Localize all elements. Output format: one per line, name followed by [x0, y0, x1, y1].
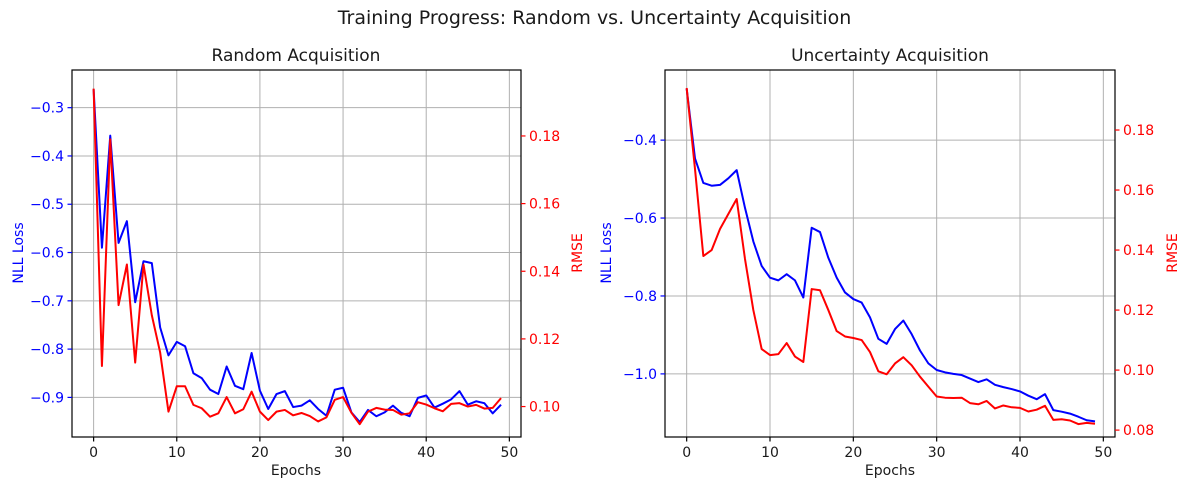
nll-loss-line-uncertainty — [685, 88, 1096, 423]
axes-spines — [71, 69, 522, 438]
rmse-axis-label-random: RMSE — [570, 233, 586, 273]
nll-tick-label: −1.0 — [623, 367, 657, 383]
x-tick-label: 40 — [1011, 445, 1029, 461]
nll-axis-label-random: NLL Loss — [11, 222, 27, 284]
rmse-tick-label: 0.12 — [529, 332, 560, 348]
rmse-tick-label: 0.12 — [1123, 303, 1154, 319]
rmse-tick-label: 0.08 — [1123, 423, 1154, 439]
nll-tick-label: −0.7 — [30, 294, 64, 310]
subplot-title-uncertainty: Uncertainty Acquisition — [791, 46, 989, 66]
rmse-line-random — [92, 88, 502, 426]
nll-tick-label: −0.4 — [30, 149, 64, 165]
nll-axis-label-uncertainty: NLL Loss — [599, 222, 615, 284]
figure-title: Training Progress: Random vs. Uncertaint… — [337, 7, 852, 29]
x-tick-label: 50 — [1094, 445, 1112, 461]
x-tick-label: 10 — [761, 445, 779, 461]
nll-tick-label: −0.9 — [30, 390, 64, 406]
x-axis-label-random: Epochs — [270, 463, 322, 479]
nll-tick-label: −0.4 — [623, 133, 657, 149]
subplot-title-random: Random Acquisition — [211, 46, 381, 66]
rmse-tick-label: 0.16 — [1123, 183, 1154, 199]
nll-tick-label: −0.8 — [30, 342, 64, 358]
rmse-line-uncertainty — [685, 87, 1096, 426]
nll-tick-label: −0.6 — [30, 246, 64, 262]
rmse-axis-label-uncertainty: RMSE — [1165, 233, 1181, 273]
x-tick-label: 20 — [844, 445, 862, 461]
x-tick-label: 40 — [417, 445, 435, 461]
rmse-tick-label: 0.14 — [529, 264, 560, 280]
nll-tick-label: −0.5 — [30, 197, 64, 213]
rmse-tick-label: 0.16 — [529, 197, 560, 213]
x-tick-label: 50 — [500, 445, 518, 461]
nll-tick-label: −0.3 — [30, 101, 64, 117]
x-tick-label: 20 — [251, 445, 269, 461]
rmse-tick-label: 0.18 — [1123, 123, 1154, 139]
x-tick-label: 30 — [334, 445, 352, 461]
nll-loss-line-random — [92, 89, 502, 424]
x-tick-label: 0 — [89, 445, 98, 461]
rmse-tick-label: 0.14 — [1123, 243, 1154, 259]
x-tick-label: 30 — [928, 445, 946, 461]
rmse-tick-label: 0.10 — [529, 400, 560, 416]
rmse-tick-label: 0.18 — [529, 129, 560, 145]
x-tick-label: 0 — [682, 445, 691, 461]
axes-spines — [664, 69, 1116, 438]
nll-tick-label: −0.6 — [623, 211, 657, 227]
nll-tick-label: −0.8 — [623, 289, 657, 305]
rmse-tick-label: 0.10 — [1123, 363, 1154, 379]
x-tick-label: 10 — [168, 445, 186, 461]
x-axis-label-uncertainty: Epochs — [864, 463, 916, 479]
